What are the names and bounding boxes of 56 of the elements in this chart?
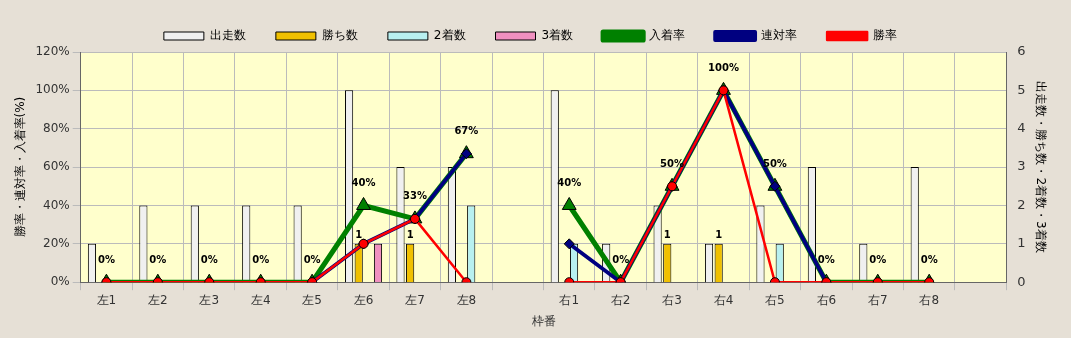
legend-label: 3着数	[541, 28, 574, 43]
legend-label: 勝ち数	[321, 28, 358, 43]
y2-tick-label: 1	[1017, 235, 1026, 251]
legend-label: 2着数	[433, 28, 466, 43]
x-axis-title: 枠番	[530, 313, 556, 328]
y2-tick-label: 4	[1017, 120, 1026, 136]
legend-label: 勝率	[873, 28, 898, 43]
x-tick-label: 左2	[148, 292, 168, 307]
data-label: 0%	[97, 253, 115, 265]
x-tick-label: 右1	[559, 292, 580, 307]
legend-label: 入着率	[649, 28, 686, 43]
data-label: 0%	[817, 253, 835, 265]
y-axis-title: 勝率・連対率・入着率(%)	[13, 96, 28, 238]
y-tick-label: 0%	[50, 274, 70, 289]
data-label: 1	[406, 229, 414, 241]
y2-tick-label: 5	[1017, 81, 1026, 97]
y2-tick-label: 6	[1017, 43, 1026, 59]
legend-label: 連対率	[761, 28, 798, 43]
data-label: 1	[355, 229, 363, 241]
x-tick-label: 右5	[765, 292, 785, 307]
legend-label: 出走数	[209, 28, 246, 43]
y-tick-label: 120%	[35, 44, 70, 59]
data-label: 1	[663, 229, 671, 241]
x-tick-label: 左7	[405, 292, 425, 307]
y-tick-label: 40%	[43, 197, 70, 212]
x-tick-label: 右8	[919, 292, 940, 307]
x-tick-label: 左1	[96, 292, 117, 307]
x-tick-label: 左8	[456, 292, 477, 307]
y-tick-label: 20%	[43, 235, 70, 250]
y2-tick-label: 3	[1017, 158, 1026, 174]
data-label: 100%	[708, 61, 739, 73]
y2-axis-title: 出走数・勝ち数・2着数・3着数	[1033, 81, 1048, 253]
x-tick-label: 左3	[199, 292, 220, 307]
data-label: 0%	[612, 253, 630, 265]
data-label: 0%	[920, 253, 938, 265]
y-tick-label: 60%	[43, 159, 70, 174]
y-tick-label: 80%	[43, 120, 70, 135]
x-tick-label: 右3	[662, 292, 682, 307]
data-label: 0%	[200, 253, 218, 265]
x-tick-label: 右4	[713, 292, 734, 307]
data-label: 67%	[454, 125, 479, 137]
x-tick-label: 右2	[610, 292, 631, 307]
x-tick-label: 左5	[302, 292, 322, 307]
y2-tick-label: 0	[1017, 273, 1026, 289]
x-tick-label: 左6	[353, 292, 374, 307]
y-tick-label: 100%	[35, 82, 70, 97]
data-label: 33%	[402, 190, 427, 202]
data-label: 0%	[303, 253, 321, 265]
x-tick-label: 右6	[816, 292, 837, 307]
data-label: 0%	[149, 253, 167, 265]
y2-tick-label: 2	[1017, 196, 1026, 212]
data-label: 0%	[252, 253, 270, 265]
data-label: 0%	[869, 253, 887, 265]
data-label: 1	[715, 229, 723, 241]
x-tick-label: 右7	[867, 292, 888, 307]
x-tick-label: 左4	[250, 292, 271, 307]
